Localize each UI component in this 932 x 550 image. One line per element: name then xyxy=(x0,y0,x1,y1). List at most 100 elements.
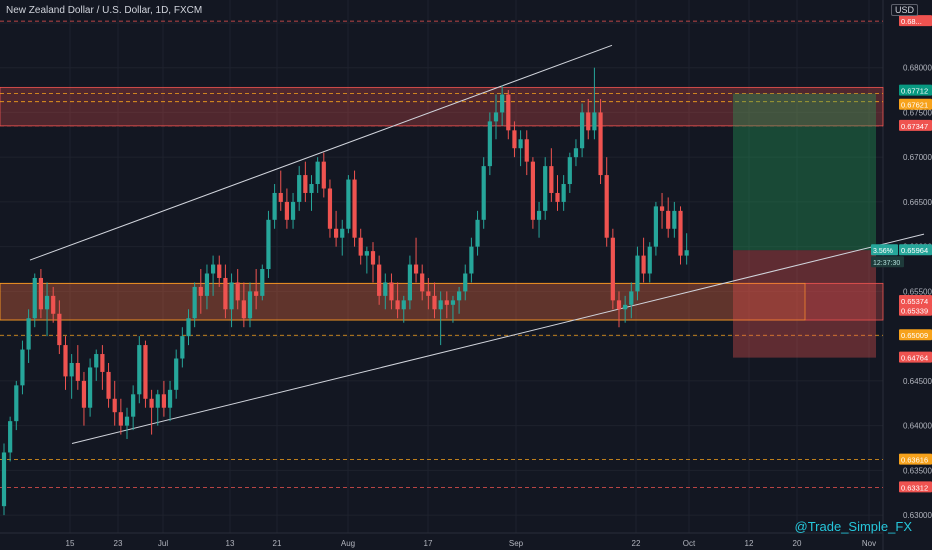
price-label-bg xyxy=(899,244,932,256)
candle-body xyxy=(174,358,179,390)
price-label-bg xyxy=(899,295,932,307)
candle-body xyxy=(561,184,566,202)
price-label: 0.65009 xyxy=(899,329,932,341)
candle-body xyxy=(512,130,517,149)
price-label: 0.63312 xyxy=(899,481,932,493)
price-label-text: 0.67347 xyxy=(901,122,928,131)
candle-body xyxy=(573,148,579,158)
candle-body xyxy=(383,282,388,296)
x-tick-label: Jul xyxy=(158,539,168,548)
candle-body xyxy=(352,179,357,238)
candle-body xyxy=(616,300,622,310)
price-label-text: 0.63312 xyxy=(901,483,928,492)
price-label-text: 0.68... xyxy=(901,17,922,26)
profit-zone xyxy=(733,93,876,251)
y-tick-label: 0.67500 xyxy=(903,108,932,117)
candle-body xyxy=(401,300,406,310)
candle-body xyxy=(487,121,492,167)
candle-body xyxy=(217,264,222,278)
y-tick-label: 0.64000 xyxy=(903,422,932,431)
x-tick-label: 15 xyxy=(66,539,75,548)
candle-body xyxy=(223,277,228,310)
candle-body xyxy=(1,452,7,507)
candle-body xyxy=(235,282,240,301)
candle-body xyxy=(284,201,289,220)
price-label-bg xyxy=(899,329,932,341)
candle-body xyxy=(26,318,31,350)
candle-body xyxy=(389,282,394,301)
x-tick-label: 23 xyxy=(114,539,123,548)
candle-body xyxy=(204,273,210,296)
candle-body xyxy=(20,349,25,386)
price-label-text: 0.67712 xyxy=(901,87,928,96)
candle-body xyxy=(598,112,603,176)
candle-body xyxy=(180,336,185,359)
candle-body xyxy=(567,157,572,185)
candle-body xyxy=(44,295,50,310)
candle-body xyxy=(481,166,486,220)
y-tick-label: 0.67000 xyxy=(903,153,932,162)
candle-body xyxy=(475,219,480,247)
candle-body xyxy=(106,371,111,399)
candle-body xyxy=(340,228,345,238)
candle-body xyxy=(297,175,302,202)
candle-body xyxy=(38,277,43,310)
candle-body xyxy=(334,228,339,238)
currency-button[interactable]: USD xyxy=(890,4,918,16)
candle-body xyxy=(211,264,216,274)
candle-body xyxy=(94,354,99,368)
candle-body xyxy=(524,139,529,162)
candle-body xyxy=(272,192,277,220)
candle-body xyxy=(444,300,449,305)
channel-lower-line xyxy=(71,233,925,445)
price-label-text: 0.65374 xyxy=(901,297,928,306)
candle-body xyxy=(500,94,505,113)
candle-body xyxy=(247,291,253,319)
candle-body xyxy=(450,300,456,305)
candle-body xyxy=(131,394,136,417)
candle-body xyxy=(327,188,333,229)
x-tick-label: Nov xyxy=(862,539,876,548)
x-tick-label: Aug xyxy=(341,539,355,548)
candle-body xyxy=(653,206,658,247)
candle-body xyxy=(549,166,554,193)
candle-body xyxy=(254,291,259,296)
price-label: 0.64764 xyxy=(899,351,932,363)
candle-body xyxy=(364,251,369,256)
candle-body xyxy=(641,255,646,274)
candle-body xyxy=(666,210,671,229)
candle-body xyxy=(629,291,634,305)
candle-body xyxy=(315,161,320,185)
candle-body xyxy=(124,416,130,426)
y-tick-label: 0.66500 xyxy=(903,198,932,207)
candle-body xyxy=(678,210,683,256)
price-label-bg xyxy=(899,481,932,493)
price-label-bg xyxy=(899,119,932,131)
candle-body xyxy=(457,291,462,301)
y-tick-label: 0.64500 xyxy=(903,377,932,386)
timer-label-bg xyxy=(871,256,904,268)
candle-body xyxy=(137,345,142,395)
x-tick-label: 21 xyxy=(273,539,282,548)
candle-body xyxy=(260,269,265,296)
price-label-bg xyxy=(899,15,932,27)
change-label-text: 3.56% xyxy=(873,248,893,255)
price-label-bg xyxy=(899,304,932,316)
candle-body xyxy=(266,219,271,270)
candle-body xyxy=(69,362,74,377)
y-tick-label: 0.63500 xyxy=(903,466,932,475)
candle-body xyxy=(149,398,154,408)
candle-body xyxy=(278,192,283,202)
candle-body xyxy=(155,394,160,408)
candle-body xyxy=(506,94,511,131)
price-label-text: 0.67621 xyxy=(901,101,928,110)
candle-body xyxy=(51,295,56,314)
candle-body xyxy=(290,201,296,220)
candle-body xyxy=(14,385,19,422)
price-label-text: 0.64764 xyxy=(901,354,928,363)
candle-body xyxy=(604,175,609,238)
candle-body xyxy=(88,367,93,408)
price-label-text: 0.65339 xyxy=(901,307,928,316)
